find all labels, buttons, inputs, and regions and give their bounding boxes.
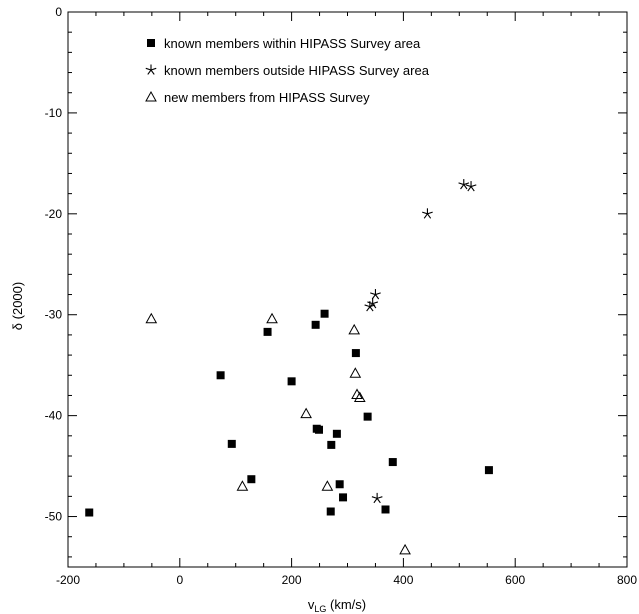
x-axis-title: vLG (km/s): [308, 597, 366, 614]
square-point: [326, 507, 335, 516]
square-point: [287, 377, 296, 386]
triangle-point: [145, 312, 158, 324]
y-tick-label: -40: [45, 409, 63, 423]
data-points: [85, 179, 493, 555]
square-point: [216, 371, 225, 380]
square-point: [227, 439, 236, 448]
legend-label-triangle: new members from HIPASS Survey: [164, 90, 370, 105]
y-tick-label: -30: [45, 308, 63, 322]
x-tick-label: 0: [176, 573, 183, 587]
triangle-point: [399, 543, 411, 555]
x-tick-label: 600: [505, 573, 525, 587]
square-point: [381, 505, 390, 514]
square-point: [484, 466, 493, 475]
y-tick-label: 0: [55, 5, 62, 19]
square-point: [320, 309, 329, 318]
triangle-point: [349, 367, 362, 378]
square-point: [351, 349, 360, 358]
x-axis-title-subscript: LG: [314, 604, 326, 614]
x-tick-label: -200: [56, 573, 80, 587]
star-point: [422, 208, 433, 219]
star-point: [465, 181, 477, 192]
legend-marker-triangle: [145, 90, 157, 102]
square-point: [332, 429, 341, 438]
legend: known members within HIPASS Survey area k…: [145, 36, 430, 105]
series-star: [364, 179, 477, 504]
square-point: [363, 412, 372, 421]
x-tick-label: 200: [282, 573, 302, 587]
triangle-point: [348, 323, 361, 335]
square-point: [85, 508, 94, 517]
star-point: [458, 179, 470, 190]
square-point: [263, 327, 272, 336]
square-point: [314, 425, 323, 434]
series-square: [85, 309, 493, 517]
square-point: [247, 475, 256, 484]
triangle-point: [236, 480, 249, 491]
legend-marker-square: [147, 39, 155, 47]
square-point: [335, 480, 344, 489]
x-axis-title-unit: (km/s): [326, 597, 366, 612]
triangle-point: [266, 312, 278, 324]
star-point: [370, 289, 381, 300]
legend-marker-star: [145, 64, 157, 75]
y-tick-label: -20: [45, 207, 63, 221]
triangle-point: [353, 391, 366, 402]
square-point: [327, 440, 336, 449]
triangle-point: [300, 407, 312, 419]
square-point: [339, 493, 348, 502]
series-triangle: [145, 312, 411, 555]
star-point: [371, 492, 383, 504]
x-tick-label: 400: [393, 573, 413, 587]
axis-ticks: -200 0 200 400 600 800 0 -10 -20 -30 -40 -50: [45, 5, 638, 587]
square-point: [311, 320, 320, 329]
square-point: [388, 458, 397, 467]
legend-label-star: known members outside HIPASS Survey area: [164, 63, 430, 78]
y-tick-label: -10: [45, 106, 63, 120]
legend-label-square: known members within HIPASS Survey area: [164, 36, 421, 51]
star-point: [367, 298, 379, 309]
y-tick-label: -50: [45, 510, 63, 524]
x-axis-title-main: v: [308, 597, 315, 612]
x-tick-label: 800: [617, 573, 637, 587]
triangle-point: [321, 480, 334, 491]
y-axis-title: δ (2000): [10, 282, 25, 330]
